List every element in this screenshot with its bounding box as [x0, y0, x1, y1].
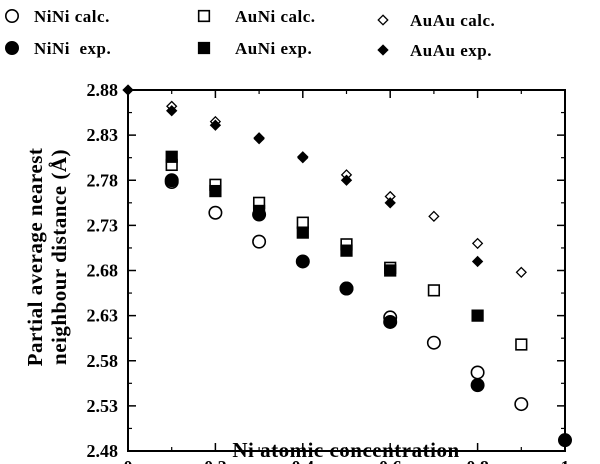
- x-tick-label: 1: [561, 457, 570, 464]
- auni-calc-point: [427, 284, 441, 297]
- plot-frame: [127, 89, 566, 452]
- auni-exp-point: [252, 204, 266, 218]
- legend-marker-auau-calc: [377, 14, 389, 26]
- y-tick-label: 2.58: [87, 351, 119, 371]
- auni-exp-point: [209, 184, 222, 198]
- auni-exp-point: [165, 150, 178, 163]
- x-tick-label: 0.6: [379, 457, 402, 464]
- x-tick-label: 0.8: [466, 457, 489, 464]
- y-tick-label: 2.78: [87, 170, 119, 190]
- data-points: [122, 84, 572, 448]
- nini-exp-point: [470, 378, 485, 393]
- auau-exp-point: [253, 133, 265, 145]
- auni-exp-point: [340, 244, 353, 257]
- nini-calc-point: [470, 365, 485, 380]
- auni-calc-point: [296, 216, 309, 229]
- legend-marker-auni-exp: [197, 41, 211, 55]
- legend-label-auni-exp: AuNi exp.: [235, 39, 312, 58]
- x-tick-label: 0.2: [204, 457, 227, 464]
- x-axis-label: Ni atomic concentration: [232, 438, 459, 462]
- legend: NiNi calc. NiNi exp. AuNi calc. AuNi exp. Au…: [5, 7, 495, 60]
- nini-calc-point: [208, 205, 223, 220]
- nini-exp-point: [339, 281, 354, 296]
- legend-label-auau-exp: AuAu exp.: [410, 41, 492, 60]
- y-axis-label-line2: neighbour distance (Å): [47, 149, 71, 365]
- nini-calc-point: [426, 335, 441, 350]
- legend-marker-auau-exp: [377, 44, 389, 56]
- axis-ticks: [127, 89, 566, 452]
- tick-labels: 2.48 2.53 2.58 2.63 2.68 2.73 2.78 2.83 2.88 0 0.2…: [87, 80, 570, 464]
- auau-exp-point: [122, 84, 134, 96]
- auau-exp-point: [297, 152, 309, 164]
- y-tick-label: 2.73: [87, 215, 119, 235]
- nini-exp-point: [557, 433, 572, 448]
- y-tick-label: 2.48: [87, 441, 119, 461]
- legend-label-nini-calc: NiNi calc.: [34, 7, 110, 26]
- legend-marker-nini-exp: [5, 40, 19, 55]
- y-tick-label: 2.88: [87, 80, 119, 100]
- auau-exp-point: [209, 119, 222, 131]
- auni-calc-point: [515, 338, 528, 351]
- x-tick-label: 0.4: [292, 457, 315, 464]
- y-tick-label: 2.63: [87, 306, 119, 326]
- y-axis-label: Partial average nearest neighbour distan…: [23, 148, 71, 367]
- auau-calc-point: [471, 237, 484, 250]
- legend-label-auau-calc: AuAu calc.: [410, 11, 495, 30]
- y-axis-label-line1: Partial average nearest: [23, 148, 47, 367]
- legend-marker-nini-calc: [5, 9, 19, 23]
- auni-exp-point: [296, 226, 309, 239]
- nini-exp-point: [295, 254, 310, 269]
- legend-marker-auni-calc: [197, 9, 211, 23]
- nini-calc-point: [514, 397, 529, 412]
- nini-exp-point: [164, 173, 179, 188]
- legend-label-nini-exp: NiNi exp.: [34, 39, 111, 58]
- auau-exp-point: [384, 197, 396, 209]
- y-tick-label: 2.68: [87, 261, 119, 281]
- auau-exp-point: [471, 255, 484, 268]
- auau-calc-point: [428, 210, 440, 223]
- nini-calc-point: [252, 234, 267, 249]
- auau-exp-point: [166, 105, 178, 117]
- auni-exp-point: [471, 309, 484, 322]
- y-tick-label: 2.53: [87, 396, 119, 416]
- auau-exp-point: [340, 174, 353, 186]
- x-tick-label: 0: [124, 457, 133, 464]
- auau-calc-point: [515, 266, 527, 278]
- nini-exp-point: [383, 314, 398, 329]
- legend-label-auni-calc: AuNi calc.: [235, 7, 316, 26]
- auni-exp-point: [384, 264, 397, 277]
- y-tick-label: 2.83: [87, 125, 119, 145]
